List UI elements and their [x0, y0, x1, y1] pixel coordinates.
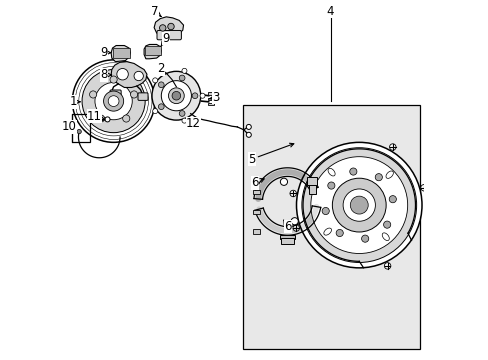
Circle shape [290, 218, 298, 225]
Text: 5: 5 [247, 143, 293, 166]
Circle shape [103, 91, 123, 111]
Circle shape [182, 68, 186, 73]
Circle shape [384, 263, 390, 269]
Circle shape [182, 118, 186, 123]
Circle shape [280, 178, 287, 185]
Bar [242, 105, 419, 348]
Bar [144, 46, 160, 55]
Circle shape [105, 117, 110, 122]
Text: 4: 4 [326, 5, 334, 18]
Circle shape [108, 96, 119, 107]
Circle shape [159, 25, 165, 31]
Polygon shape [154, 17, 183, 39]
Bar [207, 98, 214, 100]
Circle shape [179, 75, 184, 81]
Bar [207, 93, 214, 95]
Circle shape [296, 142, 421, 268]
Circle shape [343, 189, 375, 221]
Circle shape [327, 182, 334, 189]
Circle shape [172, 91, 180, 100]
Circle shape [349, 196, 367, 214]
Circle shape [97, 115, 104, 122]
Bar [207, 103, 214, 105]
Bar [308, 185, 315, 194]
Circle shape [310, 157, 407, 253]
Circle shape [374, 174, 382, 181]
Circle shape [158, 104, 164, 109]
Bar [253, 229, 260, 234]
Circle shape [192, 93, 198, 99]
Circle shape [167, 23, 174, 30]
Ellipse shape [323, 228, 331, 235]
Circle shape [420, 185, 427, 191]
Circle shape [152, 71, 201, 120]
Text: 6: 6 [283, 220, 291, 233]
Circle shape [322, 207, 328, 215]
Circle shape [335, 229, 343, 237]
Text: 11: 11 [87, 110, 105, 123]
Circle shape [152, 109, 157, 114]
Circle shape [110, 76, 117, 83]
Bar [279, 235, 295, 239]
Circle shape [89, 91, 97, 98]
Circle shape [134, 71, 143, 81]
Circle shape [161, 81, 191, 111]
Text: 6: 6 [251, 176, 264, 189]
Bar [306, 177, 317, 185]
Circle shape [168, 88, 184, 104]
Circle shape [152, 78, 157, 83]
Text: 3: 3 [209, 91, 219, 104]
Circle shape [95, 82, 132, 120]
Ellipse shape [385, 171, 392, 178]
Ellipse shape [327, 168, 334, 176]
Circle shape [388, 195, 396, 203]
Text: 7: 7 [151, 5, 161, 18]
Text: 1: 1 [69, 95, 80, 108]
Circle shape [246, 132, 251, 137]
FancyBboxPatch shape [157, 31, 181, 40]
Circle shape [77, 130, 81, 134]
Bar [72, 114, 89, 142]
Polygon shape [144, 44, 161, 59]
Text: 9: 9 [100, 46, 111, 59]
Polygon shape [111, 62, 147, 87]
Bar [253, 190, 260, 194]
Bar [253, 210, 260, 214]
Text: 2: 2 [157, 62, 165, 75]
Circle shape [82, 69, 145, 133]
Ellipse shape [382, 233, 388, 240]
Circle shape [117, 68, 128, 80]
Polygon shape [111, 45, 130, 62]
Circle shape [301, 148, 416, 262]
FancyBboxPatch shape [138, 93, 148, 100]
Text: 12: 12 [186, 117, 201, 130]
Text: 8: 8 [100, 68, 111, 81]
Circle shape [179, 111, 184, 116]
Bar [112, 48, 129, 58]
Text: 10: 10 [62, 121, 77, 134]
Circle shape [130, 91, 138, 98]
Text: 9: 9 [161, 32, 170, 46]
Circle shape [158, 82, 164, 87]
Circle shape [361, 235, 368, 242]
FancyBboxPatch shape [110, 90, 121, 99]
Circle shape [122, 115, 130, 122]
Circle shape [349, 168, 356, 175]
Circle shape [246, 125, 251, 130]
Circle shape [200, 93, 204, 98]
Circle shape [72, 60, 155, 142]
Circle shape [292, 225, 299, 231]
Bar [281, 238, 293, 244]
Circle shape [389, 144, 395, 150]
Circle shape [383, 221, 390, 228]
Circle shape [332, 178, 386, 232]
Circle shape [289, 190, 296, 197]
